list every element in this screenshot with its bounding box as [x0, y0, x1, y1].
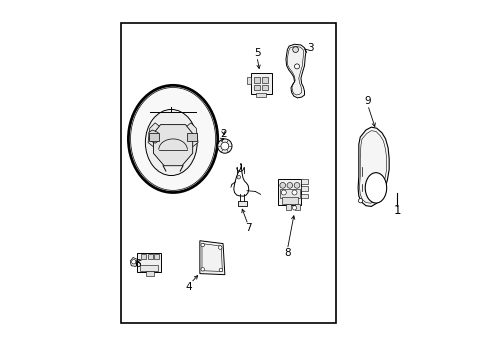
Bar [137, 253, 160, 272]
Circle shape [294, 64, 299, 69]
Polygon shape [200, 241, 224, 275]
Polygon shape [130, 257, 137, 266]
Bar [246, 77, 250, 84]
Ellipse shape [145, 109, 197, 176]
Text: 7: 7 [244, 223, 251, 233]
Circle shape [286, 183, 292, 188]
Bar [261, 85, 267, 90]
Polygon shape [148, 123, 165, 150]
Text: 8: 8 [284, 248, 290, 258]
Bar [253, 77, 259, 83]
Bar [285, 204, 290, 210]
Bar [141, 254, 145, 258]
Circle shape [358, 199, 362, 203]
Bar [256, 93, 266, 97]
Circle shape [201, 267, 204, 271]
Bar [148, 133, 159, 141]
Bar [282, 197, 298, 204]
Circle shape [237, 175, 240, 179]
Bar [294, 204, 299, 210]
Polygon shape [148, 130, 159, 143]
Bar [300, 194, 307, 198]
Bar [237, 201, 246, 206]
Bar [121, 23, 335, 323]
Polygon shape [357, 127, 388, 206]
Bar [147, 254, 152, 258]
Bar [140, 265, 158, 271]
Bar [250, 73, 271, 94]
Bar [261, 77, 267, 83]
Circle shape [294, 183, 299, 188]
Bar [145, 271, 154, 276]
Circle shape [281, 190, 285, 195]
Ellipse shape [365, 173, 386, 203]
Circle shape [131, 260, 136, 264]
Circle shape [201, 243, 204, 247]
Bar [154, 254, 159, 258]
Bar [253, 85, 259, 90]
Ellipse shape [130, 87, 215, 190]
Text: 4: 4 [185, 282, 192, 292]
Polygon shape [180, 123, 198, 150]
Circle shape [292, 47, 298, 53]
Circle shape [221, 142, 228, 150]
Ellipse shape [128, 85, 217, 193]
Text: 3: 3 [306, 43, 313, 53]
Bar [277, 179, 300, 205]
Circle shape [279, 183, 285, 188]
Text: 6: 6 [134, 259, 141, 269]
Text: 1: 1 [393, 204, 400, 217]
Bar [186, 133, 197, 141]
Bar [300, 179, 307, 184]
Polygon shape [285, 44, 305, 98]
Circle shape [292, 206, 296, 210]
Text: 5: 5 [253, 48, 260, 58]
Circle shape [291, 190, 296, 195]
Circle shape [219, 268, 222, 272]
Bar [300, 186, 307, 191]
Circle shape [217, 139, 231, 153]
Circle shape [218, 246, 222, 249]
Polygon shape [153, 125, 192, 166]
Text: 9: 9 [364, 96, 370, 107]
Text: 2: 2 [219, 129, 226, 139]
Bar [280, 189, 299, 198]
